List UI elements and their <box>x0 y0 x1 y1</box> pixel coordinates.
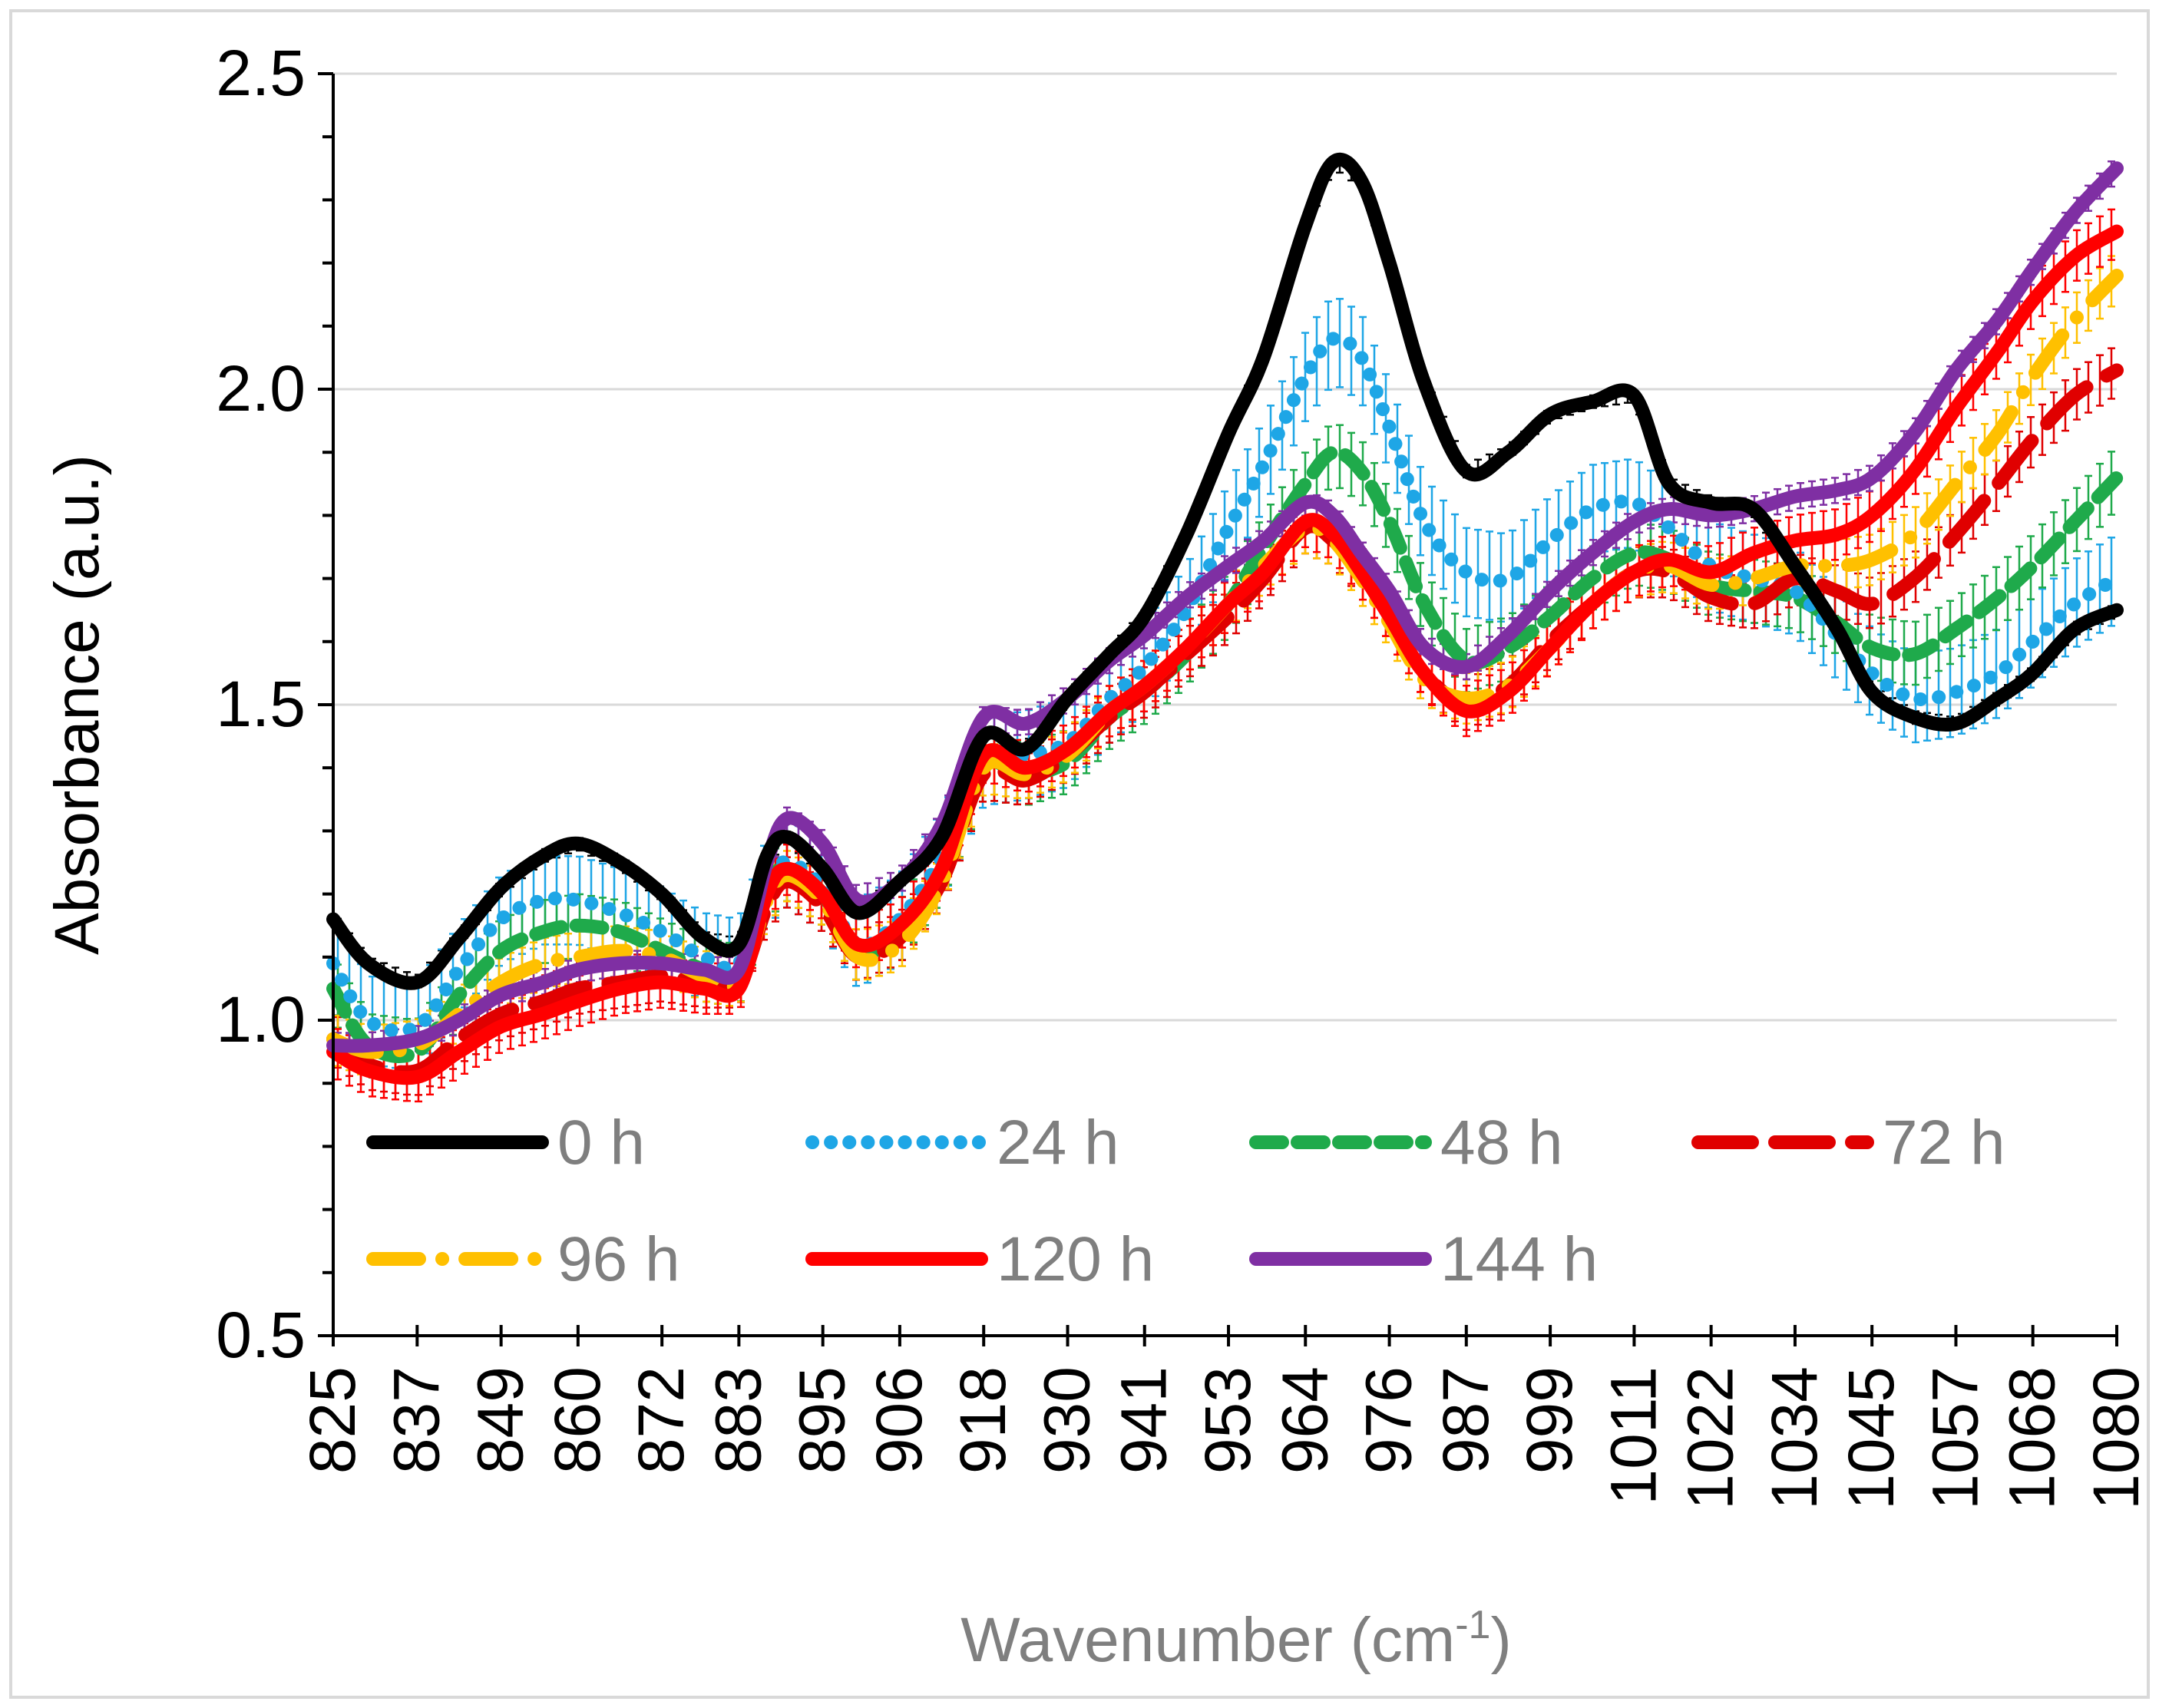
y-tick-label: 2.5 <box>216 37 306 109</box>
legend-entry-48-h: 48 h <box>1249 1108 1563 1178</box>
x-tick-label: 895 <box>786 1366 858 1474</box>
legend-label: 24 h <box>997 1108 1119 1178</box>
legend-entry-96-h: 96 h <box>366 1224 680 1294</box>
x-axis-title-end: ) <box>1490 1605 1511 1675</box>
x-tick-label: 860 <box>541 1366 613 1474</box>
y-axis-title: Absorbance (a.u.) <box>42 454 112 955</box>
x-axis-title-sup: -1 <box>1455 1603 1490 1647</box>
gridlines <box>333 72 2117 1022</box>
x-tick-label: 987 <box>1430 1366 1502 1474</box>
chart-frame <box>9 9 2150 1699</box>
x-tick-label: 825 <box>296 1366 369 1474</box>
legend-entry-72-h: 72 h <box>1691 1108 2005 1178</box>
x-tick-label: 941 <box>1108 1366 1180 1474</box>
x-tick-label: 976 <box>1353 1366 1425 1474</box>
legend-entry-120-h: 120 h <box>805 1224 1154 1294</box>
x-axis-title: Wavenumber (cm-1) <box>960 1603 1512 1675</box>
series-line-144-h <box>326 161 2124 1053</box>
x-tick-label: 872 <box>625 1366 697 1474</box>
x-tick-label: 1045 <box>1835 1366 1907 1510</box>
series-line-0-h <box>326 152 2124 990</box>
x-tick-label: 930 <box>1031 1366 1103 1474</box>
legend-label: 72 h <box>1883 1108 2005 1178</box>
legend-label: 48 h <box>1440 1108 1563 1178</box>
series-line-120-h <box>326 224 2124 1085</box>
x-tick-label: 849 <box>465 1366 537 1474</box>
x-tick-label: 1080 <box>2080 1366 2152 1510</box>
x-tick-label: 918 <box>947 1366 1019 1474</box>
y-tick-label: 0.5 <box>216 1299 306 1371</box>
y-ticks: 0.5 1.0 1.5 2.0 2.5 <box>216 37 333 1371</box>
x-tick-label: 953 <box>1192 1366 1264 1474</box>
x-tick-label: 964 <box>1268 1366 1341 1474</box>
x-tick-label: 999 <box>1513 1366 1585 1474</box>
x-tick-label: 1068 <box>1996 1366 2068 1510</box>
y-tick-label: 1.0 <box>216 983 306 1056</box>
x-axis-title-main: Wavenumber (cm <box>960 1605 1455 1675</box>
y-tick-label: 2.0 <box>216 352 306 425</box>
y-tick-label: 1.5 <box>216 668 306 740</box>
legend-entry-144-h: 144 h <box>1249 1224 1598 1294</box>
x-tick-label: 883 <box>702 1366 774 1474</box>
x-tick-label: 906 <box>863 1366 935 1474</box>
legend-label: 120 h <box>997 1224 1154 1294</box>
x-tick-label: 1057 <box>1919 1366 1991 1510</box>
legend: 0 h 24 h 48 h 72 h 96 h 120 h 144 h <box>366 1108 2005 1294</box>
legend-entry-0-h: 0 h <box>366 1108 645 1178</box>
legend-label: 144 h <box>1440 1224 1598 1294</box>
x-ticks: 825 837 849 860 872 883 895 906 918 930 941 953 964 9… <box>296 1325 2152 1510</box>
x-tick-label: 1034 <box>1758 1366 1830 1510</box>
legend-label: 0 h <box>557 1108 645 1178</box>
series-lines <box>326 152 2124 1085</box>
legend-entry-24-h: 24 h <box>805 1108 1119 1178</box>
series-line-24-h <box>326 331 2124 1039</box>
x-tick-label: 837 <box>380 1366 452 1474</box>
x-tick-label: 1011 <box>1597 1366 1669 1505</box>
legend-label: 96 h <box>557 1224 680 1294</box>
x-tick-label: 1022 <box>1675 1366 1747 1510</box>
